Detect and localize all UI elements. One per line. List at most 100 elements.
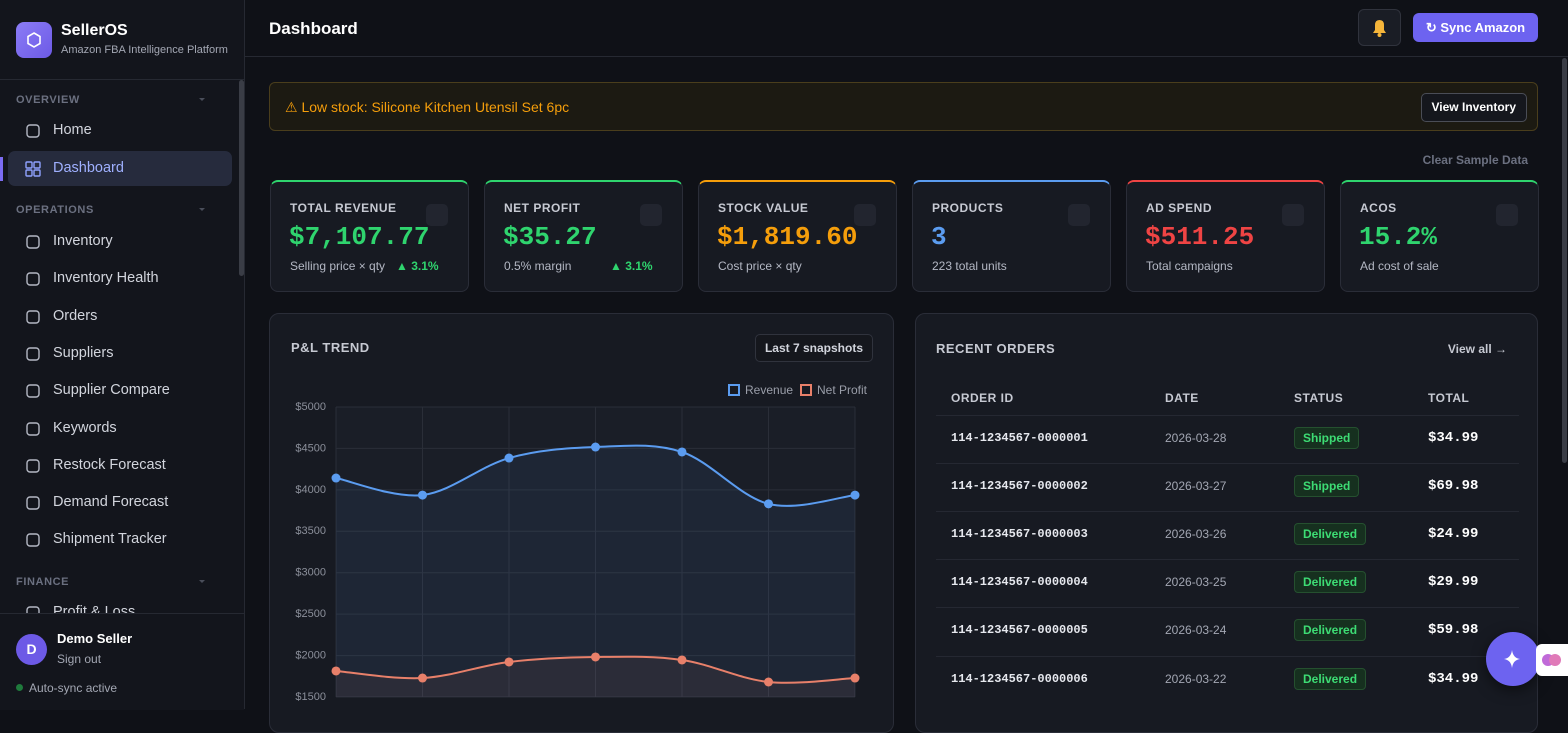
nav-icon: [25, 532, 41, 548]
nav-icon: [25, 458, 41, 474]
icon: [26, 235, 40, 249]
y-tick-label: $2000: [295, 649, 326, 661]
data-point: [764, 677, 773, 687]
alert-button[interactable]: View Inventory: [1420, 93, 1527, 122]
y-tick-label: $4500: [295, 442, 326, 454]
nav-item[interactable]: Demand Forecast: [53, 494, 169, 511]
column-header: TOTAL: [1428, 391, 1470, 405]
series-area: [336, 656, 855, 697]
notification-button[interactable]: [1358, 9, 1401, 46]
icon: [26, 384, 40, 398]
column-header: STATUS: [1294, 391, 1344, 405]
kpi-card: PRODUCTS 3 223 total units: [912, 180, 1111, 292]
order-id: 114-1234567-0000005: [951, 623, 1088, 638]
kpi-icon: [426, 204, 448, 226]
order-total: $29.99: [1428, 574, 1479, 591]
y-tick-label: $3500: [295, 525, 326, 537]
nav-item[interactable]: Shipment Tracker: [53, 531, 167, 548]
y-tick-label: $2500: [295, 608, 326, 620]
kpi-sub: Total campaigns: [1146, 259, 1233, 273]
data-point: [850, 490, 860, 500]
nav-item[interactable]: Dashboard: [53, 160, 124, 176]
sign-out[interactable]: Sign out: [57, 652, 102, 666]
y-tick-label: $4000: [295, 484, 326, 496]
nav-item[interactable]: Home: [53, 122, 92, 138]
nav-item[interactable]: Inventory Health: [53, 270, 159, 287]
row-divider: [936, 463, 1519, 465]
assistant-button[interactable]: [1486, 632, 1540, 686]
nav-item[interactable]: Supplier Compare: [53, 382, 170, 399]
nav-icon: [25, 161, 41, 177]
status-badge: Shipped: [1294, 427, 1360, 449]
kpi-card: AD SPEND $511.25 Total campaigns: [1126, 180, 1325, 292]
pnl-chart: $1500 $2000 $2500 $3000 $3500 $4000 $4500 $5000…: [295, 383, 868, 703]
data-point: [418, 490, 427, 500]
data-point: [331, 666, 341, 676]
icon-shape: [26, 421, 40, 436]
view-all-link[interactable]: View all →: [1447, 342, 1507, 356]
bell-clapper: [1377, 33, 1382, 37]
order-total: $59.98: [1428, 622, 1479, 639]
data-point: [677, 655, 687, 665]
icon-cell: [25, 161, 33, 169]
sparkle-icon: [1504, 650, 1520, 668]
row-divider: [936, 607, 1519, 609]
legend-swatch: [728, 384, 740, 396]
avatar: D: [16, 634, 47, 665]
assistant-badge[interactable]: [1536, 644, 1568, 676]
nav-item[interactable]: Orders: [53, 307, 98, 324]
icon: [26, 459, 40, 473]
nav-item[interactable]: Suppliers: [53, 344, 114, 361]
icon: [26, 421, 40, 436]
order-date: 2026-03-22: [1165, 671, 1227, 686]
legend-label: Net Profit: [817, 383, 868, 397]
section-title: FINANCE: [16, 576, 70, 588]
kpi-icon: [854, 204, 876, 226]
kpi-icon: [640, 204, 662, 226]
status-badge: Delivered: [1294, 619, 1367, 642]
section-title: OPERATIONS: [16, 204, 94, 216]
icon-cell: [33, 169, 41, 177]
page-title: Dashboard: [269, 19, 358, 38]
nav-item[interactable]: Keywords: [53, 419, 117, 436]
y-tick-label: $5000: [295, 401, 326, 413]
icon-shape: [26, 496, 40, 510]
clear-sample-button[interactable]: Clear Sample Data: [1422, 153, 1528, 167]
kpi-sub: Ad cost of sale: [1360, 259, 1439, 273]
panel-title: RECENT ORDERS: [936, 341, 1056, 356]
section-caret: [199, 98, 205, 101]
nav-icon: [25, 383, 41, 399]
y-tick-label: $1500: [295, 691, 326, 703]
nav-item[interactable]: Inventory: [53, 233, 113, 249]
kpi-sub: Cost price × qty: [718, 259, 802, 273]
orders-panel: RECENT ORDERS View all → ORDER ID DATE STATU…: [915, 313, 1538, 733]
legend-swatch: [800, 384, 812, 396]
brand-tagline: Amazon FBA Intelligence Platform: [61, 44, 228, 56]
kpi-label: STOCK VALUE: [718, 201, 809, 215]
kpi-card: STOCK VALUE $1,819.60 Cost price × qty: [698, 180, 897, 292]
kpi-sub: 0.5% margin: [504, 259, 572, 273]
status-badge: Delivered: [1294, 667, 1367, 690]
series-area: [336, 445, 855, 697]
section-title: OVERVIEW: [16, 94, 80, 106]
section-caret: [199, 580, 205, 583]
range-button[interactable]: Last 7 snapshots: [754, 334, 873, 362]
sync-button[interactable]: ↻ Sync Amazon: [1413, 13, 1538, 42]
icon-shape: [26, 347, 40, 361]
sync-dot: [16, 684, 23, 691]
data-point: [591, 442, 600, 452]
order-id: 114-1234567-0000002: [951, 479, 1088, 494]
data-point: [677, 447, 687, 457]
nav-item[interactable]: Restock Forecast: [53, 456, 166, 473]
icon: [26, 124, 40, 138]
icon-shape: [26, 272, 40, 286]
panel-title: P&L TREND: [291, 340, 370, 355]
kpi-change: ▲ 3.1%: [610, 259, 653, 273]
alert: ⚠ Low stock: Silicone Kitchen Utensil Se…: [269, 82, 1538, 131]
icon: [25, 161, 41, 177]
icon-shape: [26, 235, 40, 249]
sidebar-scrollbar: [239, 80, 244, 276]
kpi-value: $1,819.60: [717, 222, 858, 252]
order-date: 2026-03-24: [1165, 623, 1227, 638]
icon-shape: [26, 533, 40, 548]
